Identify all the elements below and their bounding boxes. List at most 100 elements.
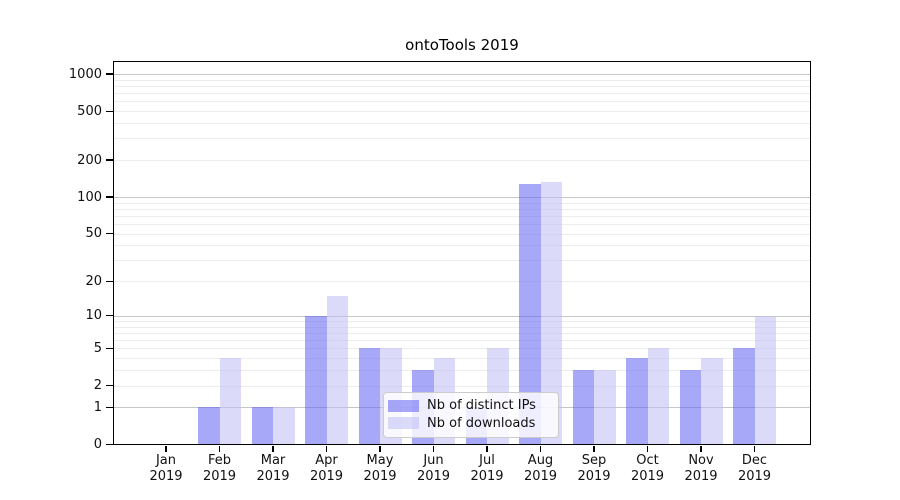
y-tick-label-100: 100 [77,189,102,205]
y-tick-label-500: 500 [77,103,102,119]
x-tick-mark-jan [165,446,167,452]
gridline-major-10 [113,315,811,317]
gridline-minor-900 [113,79,811,81]
x-tick-year-jan: 2019 [149,469,183,484]
x-tick-year-jul: 2019 [470,469,504,484]
y-tick-label-1000: 1000 [68,66,102,82]
gridline-minor-8 [113,326,811,328]
y-tick-label-5: 5 [93,340,102,356]
gridline-minor-700 [113,93,811,95]
x-tick-label-nov: Nov 2019 [669,453,733,485]
y-tick-label-20: 20 [85,273,102,289]
gridline-minor-3 [113,370,811,372]
x-tick-mark-apr [325,446,328,452]
gridline-major-1000 [113,74,811,75]
gridline-minor-5 [113,348,811,350]
x-tick-year-aug: 2019 [523,469,558,484]
y-tick-mark-0 [106,443,113,446]
legend-label-distinct-ips: Nb of distinct IPs [427,398,536,414]
bar-downloads-sep [594,370,616,445]
gridline-minor-30 [113,260,811,262]
x-tick-year-mar: 2019 [256,469,290,484]
y-tick-label-50: 50 [85,226,102,242]
gridline-minor-70 [113,215,811,217]
bar-downloads-apr [326,295,348,445]
bar-downloads-dec [754,315,776,445]
y-tick-label-200: 200 [77,152,102,168]
bar-distinct-ips-mar [251,407,273,445]
bar-distinct-ips-oct [626,358,648,445]
gridline-minor-90 [113,202,811,204]
legend-swatch-distinct-ips [388,399,419,412]
x-tick-mark-mar [272,446,274,452]
x-tick-year-oct: 2019 [630,469,665,484]
x-tick-mark-oct [646,446,649,452]
y-tick-label-1: 1 [93,399,102,415]
legend-label-downloads: Nb of downloads [427,415,536,431]
x-tick-year-feb: 2019 [202,469,237,484]
x-tick-label-may: May 2019 [348,453,412,485]
plot-area [113,61,811,445]
bar-distinct-ips-nov [679,370,701,445]
gridline-minor-2 [113,385,811,387]
bar-distinct-ips-aug [519,183,541,445]
x-tick-label-aug: Aug 2019 [509,453,573,485]
gridline-minor-500 [113,111,811,113]
gridline-minor-300 [113,138,811,140]
bar-downloads-oct [647,348,669,445]
gridline-minor-50 [113,233,811,235]
legend-row-downloads: Nb of downloads [388,416,550,431]
y-tick-mark-2 [106,384,113,387]
bar-distinct-ips-feb [198,407,220,445]
x-tick-year-apr: 2019 [309,469,344,484]
x-tick-mark-nov [700,446,702,452]
gridline-minor-20 [113,281,811,283]
y-tick-mark-50 [106,233,113,235]
x-tick-year-dec: 2019 [737,469,772,484]
x-tick-year-may: 2019 [363,469,397,484]
gridline-minor-6 [113,340,811,342]
x-tick-label-sep: Sep 2019 [562,453,626,485]
x-tick-label-dec: Dec 2019 [723,453,787,485]
x-tick-label-jul: Jul 2019 [455,453,519,485]
gridline-minor-9 [113,321,811,323]
x-tick-mark-sep [593,446,595,452]
y-tick-label-2: 2 [93,378,102,394]
gridline-major-100 [113,197,811,198]
chart-title: ontoTools 2019 [405,36,519,54]
x-tick-mark-aug [539,446,542,452]
bar-downloads-aug [540,181,562,445]
x-tick-mark-may [379,446,381,452]
x-tick-mark-feb [218,446,221,452]
gridline-minor-400 [113,123,811,125]
gridline-minor-80 [113,208,811,210]
y-tick-mark-5 [106,347,113,349]
bar-distinct-ips-apr [305,315,327,445]
x-tick-label-apr: Apr 2019 [295,453,359,485]
x-tick-label-oct: Oct 2019 [616,453,680,485]
x-tick-mark-jul [486,446,488,452]
x-tick-mark-jun [432,446,435,452]
bar-distinct-ips-dec [733,348,755,445]
x-tick-mark-dec [753,446,756,452]
x-tick-label-jun: Jun 2019 [402,453,466,485]
x-tick-year-sep: 2019 [577,469,611,484]
y-tick-label-10: 10 [85,308,102,324]
gridline-minor-600 [113,101,811,103]
y-tick-label-0: 0 [93,437,102,452]
gridline-minor-7 [113,332,811,334]
x-tick-year-jun: 2019 [416,469,451,484]
y-tick-mark-1000 [106,73,113,75]
bar-downloads-feb [219,358,241,445]
y-tick-mark-20 [106,280,113,282]
y-tick-mark-10 [106,315,113,317]
legend-swatch-downloads [388,417,419,430]
bar-distinct-ips-sep [572,370,594,445]
x-tick-label-feb: Feb 2019 [188,453,252,485]
legend-row-distinct-ips: Nb of distinct IPs [388,398,550,413]
y-tick-mark-200 [106,159,113,161]
y-tick-mark-100 [106,196,113,198]
gridline-minor-60 [113,224,811,226]
x-tick-label-mar: Mar 2019 [241,453,305,485]
